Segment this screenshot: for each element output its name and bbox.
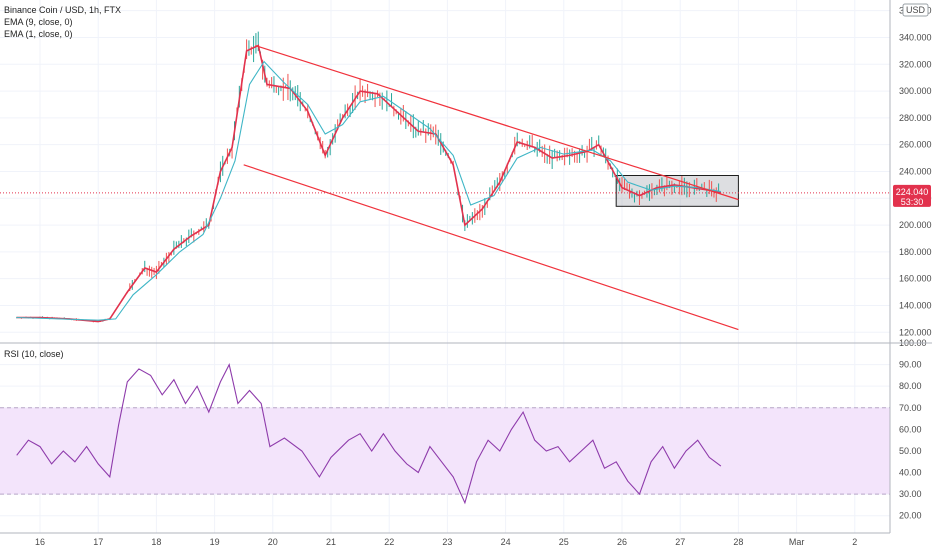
x-tick-label: 19 <box>210 537 220 547</box>
x-tick-label: Mar <box>789 537 805 547</box>
channel-trendline <box>255 44 739 201</box>
price-y-tick-label: 260.000 <box>899 140 932 150</box>
x-tick-label: 21 <box>326 537 336 547</box>
rsi-y-tick-label: 20.00 <box>899 511 922 521</box>
ema-line <box>16 60 721 321</box>
bar-countdown: 53:30 <box>901 197 924 207</box>
x-tick-label: 28 <box>733 537 743 547</box>
x-tick-label: 26 <box>617 537 627 547</box>
price-y-tick-label: 200.000 <box>899 220 932 230</box>
price-y-tick-label: 320.000 <box>899 59 932 69</box>
rsi-y-tick-label: 60.00 <box>899 424 922 434</box>
x-tick-label: 27 <box>675 537 685 547</box>
rsi-band <box>0 407 890 495</box>
price-y-tick-label: 340.000 <box>899 32 932 42</box>
x-tick-label: 2 <box>852 537 857 547</box>
x-tick-label: 25 <box>559 537 569 547</box>
rsi-legend: RSI (10, close) <box>4 349 64 359</box>
ema-1-legend: EMA (1, close, 0) <box>4 29 73 39</box>
channel-trendline <box>243 164 739 331</box>
x-tick-label: 18 <box>151 537 161 547</box>
rsi-line <box>16 362 722 505</box>
price-y-tick-label: 160.000 <box>899 274 932 284</box>
rsi-band-layer <box>0 407 890 495</box>
x-tick-label: 16 <box>35 537 45 547</box>
rsi-y-tick-label: 80.00 <box>899 381 922 391</box>
series-layer <box>0 31 890 505</box>
x-tick-label: 20 <box>268 537 278 547</box>
price-y-tick-label: 300.000 <box>899 86 932 96</box>
price-y-tick-label: 180.000 <box>899 247 932 257</box>
price-y-tick-label: 240.000 <box>899 166 932 176</box>
price-y-tick-label: 120.000 <box>899 327 932 337</box>
price-y-tick-label: 140.000 <box>899 300 932 310</box>
rsi-y-tick-label: 30.00 <box>899 489 922 499</box>
rsi-y-tick-label: 40.00 <box>899 468 922 478</box>
x-tick-label: 22 <box>384 537 394 547</box>
price-y-tick-label: 280.000 <box>899 113 932 123</box>
rsi-y-tick-label: 70.00 <box>899 403 922 413</box>
currency-badge-label: USD <box>906 5 926 15</box>
price-line <box>16 44 722 323</box>
x-tick-label: 17 <box>93 537 103 547</box>
rsi-y-tick-label: 90.00 <box>899 360 922 370</box>
chart-title: Binance Coin / USD, 1h, FTX <box>4 5 121 15</box>
rsi-y-tick-label: 50.00 <box>899 446 922 456</box>
x-tick-label: 24 <box>501 537 511 547</box>
currency-badge[interactable] <box>902 3 929 17</box>
x-tick-label: 23 <box>442 537 452 547</box>
last-price-badge <box>893 184 931 207</box>
last-price-value: 224.040 <box>896 187 929 197</box>
ema-9-legend: EMA (9, close, 0) <box>4 17 73 27</box>
